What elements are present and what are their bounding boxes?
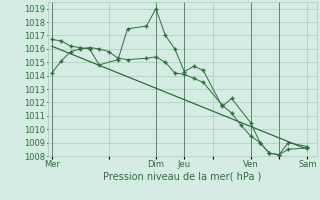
X-axis label: Pression niveau de la mer( hPa ): Pression niveau de la mer( hPa ) <box>103 172 261 182</box>
